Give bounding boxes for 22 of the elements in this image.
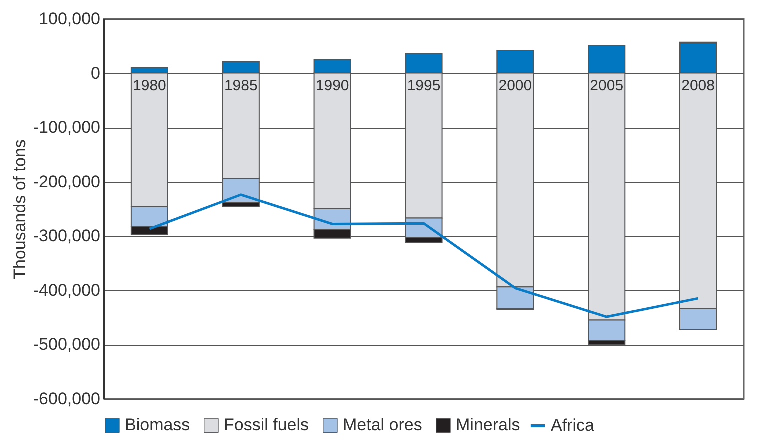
legend-label: Biomass [125, 416, 190, 435]
x-tick-label: 1995 [407, 77, 441, 94]
y-tick-label: 100,000 [39, 10, 100, 28]
y-tick-label: -600,000 [33, 390, 100, 408]
y-tick-label: 0 [91, 64, 100, 83]
y-tick-label: -100,000 [33, 118, 100, 138]
legend-label: Africa [551, 416, 595, 435]
legend-label: Fossil fuels [224, 416, 310, 435]
legend-label: Minerals [456, 416, 520, 435]
y-tick-label: -200,000 [33, 172, 100, 192]
y-axis-title: Thousands of tons [10, 140, 30, 280]
x-tick-label: 2000 [498, 77, 532, 94]
legend-label: Metal ores [343, 416, 422, 435]
y-tick-label: -400,000 [33, 280, 100, 300]
x-tick-label: 2005 [590, 77, 624, 94]
x-tick-label: 1990 [316, 77, 350, 94]
x-tick-label: 2008 [682, 77, 715, 94]
x-tick-label: 1980 [133, 77, 166, 94]
line-series [148, 194, 700, 318]
x-tick-label: 1985 [224, 77, 258, 94]
y-tick-label: -500,000 [33, 335, 100, 354]
y-tick-label: -300,000 [33, 226, 100, 246]
